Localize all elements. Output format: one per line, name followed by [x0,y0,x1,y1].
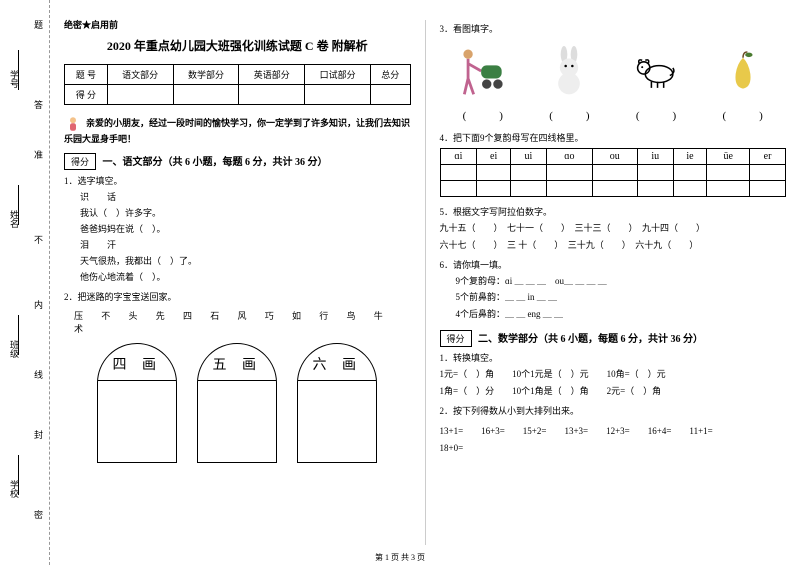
th: 题 号 [65,65,108,85]
q1-line: 识 话 [80,189,411,205]
q1: 1．选字填空。 [64,174,411,187]
vowel: er [750,149,786,165]
vowel: ie [673,149,707,165]
score-table: 题 号 语文部分 数学部分 英语部分 口试部分 总分 得 分 [64,64,411,105]
margin-char: 内 [32,300,45,309]
q6-line: 5个前鼻韵：＿ ＿ in ＿ ＿ [456,289,787,305]
field-class: 班级 [8,340,21,358]
q4: 4．把下面9个复韵母写在四线格里。 [440,131,787,144]
th: 口试部分 [305,65,371,85]
s2q1: 1．转换填空。 [440,351,787,364]
intro-span: 亲爱的小朋友，经过一段时间的愉快学习，你一定学到了许多知识，让我们去知识乐园大显… [64,118,410,144]
rabbit-icon [539,41,599,101]
stroke-box-5: 五 画 [197,343,277,463]
margin-char: 密 [32,510,45,519]
th: 总分 [370,65,410,85]
td [173,85,239,105]
field-line [18,185,19,225]
s2q1-line: 1元=（ ）角 10个1元是（ ）元 10角=（ ）元 [440,366,787,383]
picture-row [440,41,787,101]
td [370,85,410,105]
q3: 3．看图填字。 [440,22,787,35]
margin-char: 题 [32,20,45,29]
section2-head: 得分 二、数学部分（共 6 小题，每题 6 分，共计 36 分） [440,330,787,347]
s2q2: 2．按下列得数从小到大排列出来。 [440,404,787,417]
field-line [18,455,19,495]
binding-margin: 题 学号 答 准 姓名 不 内 班级 线 封 学校 密 [0,0,50,565]
margin-char: 准 [32,150,45,159]
td: 得 分 [65,85,108,105]
q1-line: 我认（ ）许多字。 [80,205,411,221]
score-box: 得分 [64,153,96,170]
four-line-grid: ɑi ei ui ɑo ou iu ie üe er [440,148,787,197]
blank: ( ) [723,107,763,123]
field-id: 学号 [8,70,21,88]
td [239,85,305,105]
td [107,85,173,105]
blank: ( ) [463,107,503,123]
margin-char: 答 [32,100,45,109]
q1-line: 天气很热，我都出（ ）了。 [80,253,411,269]
blank: ( ) [636,107,676,123]
s2q2-line: 13+1= 16+3= 15+2= 13+3= 12+3= 16+4= 11+1… [440,423,787,440]
field-school: 学校 [8,480,21,498]
stroke-boxes: 四 画 五 画 六 画 [64,343,411,463]
vowel: ui [510,149,546,165]
section1-title: 一、语文部分（共 6 小题，每题 6 分，共计 36 分） [103,157,328,168]
margin-char: 线 [32,370,45,379]
section2-title: 二、数学部分（共 6 小题，每题 6 分，共计 36 分） [478,334,703,345]
s2q1-line: 1角=（ ）分 10个1角是（ ）角 2元=（ ）角 [440,383,787,400]
page-footer: 第 1 页 共 3 页 [0,552,800,563]
vowel: ou [592,149,637,165]
q1-line: 他伤心地流着（ ）。 [80,269,411,285]
q6-line: 9个复韵母：ɑi ＿ ＿ ＿ ou＿ ＿ ＿ ＿ [456,273,787,289]
stroke-box-6: 六 画 [297,343,377,463]
vowel: ei [477,149,511,165]
s2q2-line: 18+0= [440,440,787,457]
th: 英语部分 [239,65,305,85]
paper-title: 2020 年重点幼儿园大班强化训练试题 C 卷 附解析 [64,37,411,54]
q5-line: 六十七（ ） 三 十（ ） 三十九（ ） 六十九（ ） [440,237,787,254]
vowel: iu [637,149,673,165]
margin-char: 不 [32,235,45,244]
stroke-box-4: 四 画 [97,343,177,463]
box-head: 五 画 [198,344,276,381]
box-head: 六 画 [298,344,376,381]
score-box: 得分 [440,330,472,347]
intro-text: 亲爱的小朋友，经过一段时间的愉快学习，你一定学到了许多知识，让我们去知识乐园大显… [64,115,411,147]
field-name: 姓名 [8,210,21,228]
secrecy-mark: 绝密★启用前 [64,18,411,31]
q5-line: 九十五（ ） 七十一（ ） 三十三（ ） 九十四（ ） [440,220,787,237]
th: 数学部分 [173,65,239,85]
child-icon [64,115,82,133]
paren-row: ( ) ( ) ( ) ( ) [440,107,787,123]
td [305,85,371,105]
margin-char: 封 [32,430,45,439]
q2: 2．把迷路的字宝宝送回家。 [64,290,411,303]
q1-line: 爸爸妈妈在说（ ）。 [80,221,411,237]
q6: 6．请你填一填。 [440,258,787,271]
blank: ( ) [549,107,589,123]
char-list: 压 不 头 先 四 石 风 巧 如 行 鸟 牛 术 [74,309,411,335]
dog-icon [626,41,686,101]
vowel: ɑo [546,149,592,165]
section1-head: 得分 一、语文部分（共 6 小题，每题 6 分，共计 36 分） [64,153,411,170]
q6-line: 4个后鼻韵：＿ ＿ eng ＿ ＿ [456,306,787,322]
box-head: 四 画 [98,344,176,381]
right-column: 3．看图填字。 ( ) ( ) ( ) ( ) 4．把下面9个复韵母写在四线格里… [426,0,800,565]
q5: 5．根据文字写阿拉伯数字。 [440,205,787,218]
vowel: ɑi [440,149,477,165]
q1-line: 泪 汗 [80,237,411,253]
field-line [18,50,19,90]
vowel: üe [707,149,750,165]
pear-icon [713,41,773,101]
left-column: 绝密★启用前 2020 年重点幼儿园大班强化训练试题 C 卷 附解析 题 号 语… [50,0,425,565]
stroller-icon [453,41,513,101]
th: 语文部分 [107,65,173,85]
field-line [18,315,19,355]
